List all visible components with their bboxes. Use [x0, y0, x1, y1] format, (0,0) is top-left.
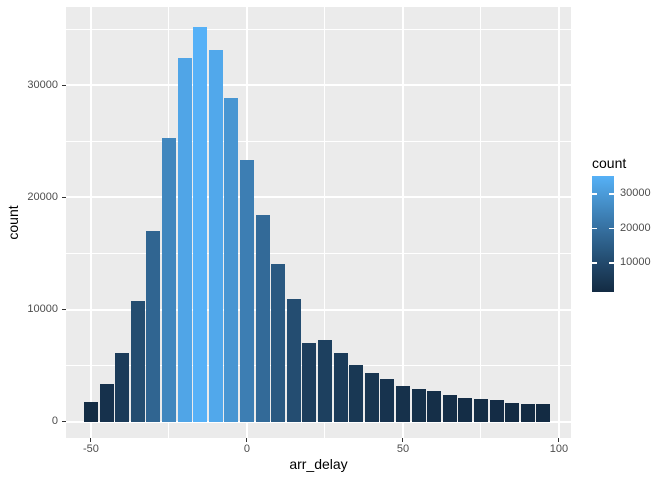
gridline-x-major	[401, 7, 404, 438]
legend-tick-mark	[609, 227, 614, 230]
histogram-bar	[520, 403, 535, 422]
histogram-bar	[286, 299, 301, 422]
histogram-bar	[458, 398, 473, 422]
histogram-bar	[396, 385, 410, 422]
gridline-x-minor	[324, 7, 326, 438]
legend-tick-mark	[609, 193, 614, 195]
gridline-y-major	[66, 196, 571, 199]
y-axis-tick-label: 20000	[27, 190, 58, 203]
histogram-bar	[536, 404, 551, 422]
histogram-bar	[162, 137, 176, 422]
histogram-bar	[84, 401, 98, 422]
histogram-bar	[427, 391, 442, 422]
x-axis-tick-label: 100	[549, 443, 569, 455]
plot-panel	[66, 7, 571, 438]
histogram-bar	[318, 339, 332, 422]
x-axis-tick-label: 0	[243, 443, 251, 455]
histogram-bar	[442, 394, 457, 422]
x-axis-tick-label: 50	[396, 443, 410, 455]
y-axis-tick-mark	[62, 421, 66, 423]
legend-title: count	[592, 155, 627, 171]
histogram-bar	[333, 353, 348, 422]
histogram-bar	[177, 58, 192, 422]
y-axis-tick-label: 0	[51, 415, 58, 428]
gridline-x-minor	[480, 7, 482, 438]
histogram-bar	[208, 50, 223, 422]
histogram-bar	[505, 403, 520, 422]
gridline-y-minor	[66, 252, 571, 254]
legend-tick-mark	[609, 262, 614, 264]
x-axis-tick-mark	[558, 438, 560, 442]
gridline-y-major	[66, 308, 571, 311]
legend-gradient-bar	[592, 176, 614, 292]
x-axis-tick-mark	[402, 438, 404, 442]
y-axis-title: count	[5, 205, 21, 240]
histogram-bar	[271, 263, 286, 422]
legend-tick-label: 20000	[620, 221, 651, 234]
y-axis-tick-label: 30000	[27, 78, 58, 91]
histogram-bar	[115, 353, 130, 422]
histogram-bar	[130, 300, 145, 422]
histogram-bar	[380, 379, 395, 422]
histogram-bar	[240, 160, 254, 422]
histogram-bar	[146, 231, 161, 422]
x-axis-tick-mark	[90, 438, 92, 442]
histogram-bar	[411, 389, 426, 422]
gridline-y-major	[66, 420, 571, 423]
y-axis-tick-mark	[62, 196, 66, 198]
gridline-x-major	[557, 7, 560, 438]
legend-tick-label: 10000	[620, 256, 651, 269]
histogram-bar	[364, 373, 379, 422]
gridline-y-major	[66, 84, 571, 87]
histogram-bar	[224, 97, 239, 422]
y-axis-tick-mark	[62, 309, 66, 311]
histogram-bar	[474, 399, 488, 422]
legend-tick-label: 30000	[620, 187, 651, 200]
y-axis-tick-mark	[62, 84, 66, 86]
histogram-bar	[99, 383, 114, 422]
histogram-bar	[349, 364, 364, 422]
x-axis-tick-label: -50	[83, 443, 99, 455]
x-axis-title: arr_delay	[289, 456, 348, 472]
histogram-bar	[255, 215, 270, 422]
legend-tick-mark	[592, 193, 597, 195]
legend-tick-mark	[592, 262, 597, 264]
gridline-x-major	[89, 7, 92, 438]
legend-tick-mark	[592, 227, 597, 230]
gridline-y-minor	[66, 140, 571, 142]
histogram-bar	[489, 400, 504, 422]
x-axis-tick-mark	[246, 438, 248, 442]
y-axis-tick-label: 10000	[27, 303, 58, 316]
histogram-bar	[302, 343, 317, 422]
gridline-y-minor	[66, 28, 571, 30]
histogram-bar	[193, 26, 208, 422]
